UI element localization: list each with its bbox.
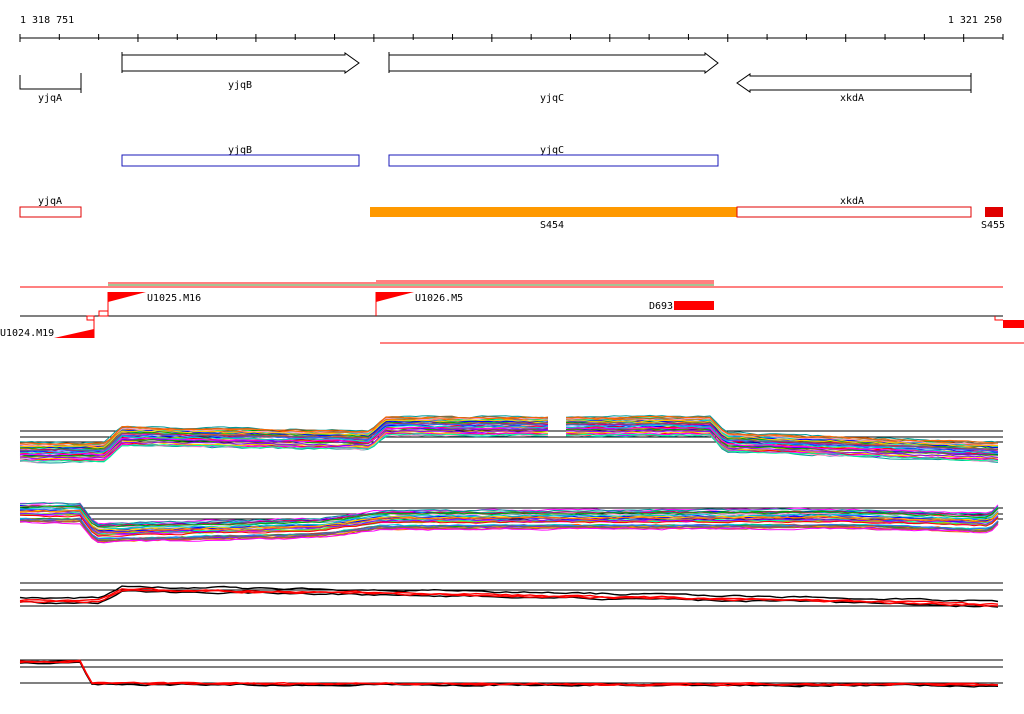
expression-panel-1-line xyxy=(19,421,549,452)
expression-panel-1-line xyxy=(19,419,549,449)
gene-yjqB[interactable]: yjqB xyxy=(121,52,360,91)
transcript-U1025-M16-label: U1025.M16 xyxy=(147,293,201,304)
terminator-U1024-icon xyxy=(86,315,95,321)
transcript-D693[interactable]: D693 xyxy=(649,301,714,312)
red-feature-yjqA[interactable]: yjqA xyxy=(19,196,82,218)
expression-panel-1-line xyxy=(565,419,999,447)
blue-feature-yjqB-label: yjqB xyxy=(228,145,252,156)
expression-panel-1-line xyxy=(565,422,999,451)
ruler-end-label: 1 321 250 xyxy=(948,15,1002,26)
gene-xkdA[interactable]: xkdA xyxy=(736,73,972,104)
terminator-right xyxy=(994,316,1024,328)
gene-yjqB-label: yjqB xyxy=(228,80,252,91)
expression-panel-1 xyxy=(19,414,1003,464)
red-feature-S454-label: S454 xyxy=(540,220,564,231)
expression-panel-3-line xyxy=(19,589,999,608)
gene-yjqC[interactable]: yjqC xyxy=(388,51,719,104)
expression-panel-2-line xyxy=(19,509,999,533)
expression-panel-3 xyxy=(19,582,1003,608)
red-feature-S455-label: S455 xyxy=(981,220,1005,231)
expression-panel-1-line xyxy=(19,423,549,453)
expression-panel-3-line xyxy=(19,589,999,607)
ruler-ticks xyxy=(19,34,1004,42)
terminator-U1025-icon xyxy=(98,310,109,317)
red-feature-yjqA-box xyxy=(19,206,82,218)
expression-panel-1-line xyxy=(19,433,549,463)
gene-xkdA-arrow xyxy=(736,73,972,93)
transcript-U1025-M16[interactable]: U1025.M16 xyxy=(98,292,201,317)
expression-panel-3-line xyxy=(19,585,999,603)
red-feature-S454-box xyxy=(370,207,737,217)
ruler-start-label: 1 318 751 xyxy=(20,15,74,26)
gene-yjqC-label: yjqC xyxy=(540,93,564,104)
expression-panel-2-line xyxy=(19,505,999,528)
transcript-U1024-M19[interactable]: U1024.M19 xyxy=(0,315,95,339)
expression-panel-1-line xyxy=(19,432,549,462)
transcript-D693-label: D693 xyxy=(649,301,673,312)
expression-panel-1-line xyxy=(565,433,999,462)
transcript-track: U1024.M19 U1025.M16 U1026.M5 D693 xyxy=(0,280,1024,344)
promoter-U1025-M16-icon xyxy=(108,292,146,302)
expression-panel-2-line xyxy=(19,509,999,531)
red-feature-yjqA-label: yjqA xyxy=(38,196,62,207)
expression-panel-2-line xyxy=(19,502,999,526)
expression-panel-2-line xyxy=(19,507,999,530)
expression-panel-4 xyxy=(19,659,1003,688)
gene-yjqB-arrow xyxy=(121,52,360,74)
expression-profiles xyxy=(19,414,1003,688)
expression-panel-1-line xyxy=(19,416,549,445)
gene-track: yjqA yjqB yjqC xkdA xyxy=(19,51,972,104)
red-feature-xkdA[interactable]: xkdA xyxy=(736,196,972,218)
blue-feature-yjqB[interactable]: yjqB xyxy=(121,145,360,167)
expression-panel-1-line xyxy=(565,426,999,454)
gene-yjqA-shape xyxy=(19,75,82,90)
transcript-U1026-M5[interactable]: U1026.M5 xyxy=(375,292,463,316)
expression-panel-1-line xyxy=(565,424,999,454)
expression-panel-4-line xyxy=(19,659,999,687)
blue-feature-yjqB-box xyxy=(121,154,360,167)
transcript-U1026-M5-label: U1026.M5 xyxy=(415,293,463,304)
gene-yjqA[interactable]: yjqA xyxy=(19,73,82,104)
expression-panel-1-line xyxy=(566,429,999,458)
expression-panel-2-line xyxy=(19,514,999,537)
expression-panel-1-line xyxy=(565,416,999,446)
blue-feature-yjqC-label: yjqC xyxy=(540,145,564,156)
red-feature-S454[interactable]: S454 xyxy=(370,207,737,231)
red-feature-S455[interactable]: S455 xyxy=(981,207,1005,231)
red-feature-xkdA-label: xkdA xyxy=(840,196,864,207)
expression-panel-1-line xyxy=(565,415,999,444)
promoter-U1026-M5-icon xyxy=(376,292,414,302)
expression-panel-2 xyxy=(19,502,1003,544)
gene-xkdA-label: xkdA xyxy=(840,93,864,104)
expression-panel-2-line xyxy=(20,512,999,535)
red-feature-track: yjqA S454 xkdA S455 xyxy=(19,196,1005,231)
gene-yjqC-arrow xyxy=(388,51,719,75)
gene-yjqA-label: yjqA xyxy=(38,93,62,104)
expression-panel-4-line xyxy=(19,660,999,687)
promoter-U1024-M19-icon xyxy=(54,329,94,338)
terminator-D693-box xyxy=(674,301,714,310)
red-feature-xkdA-box xyxy=(736,206,972,218)
terminator-right-box xyxy=(1003,320,1024,328)
blue-feature-yjqC-box xyxy=(388,154,719,167)
red-feature-S455-box xyxy=(985,207,1003,217)
expression-panel-2-line xyxy=(19,521,999,544)
expression-panel-1-line xyxy=(19,425,549,455)
terminator-right-icon xyxy=(994,316,1003,321)
blue-feature-track: yjqB yjqC xyxy=(121,145,719,167)
expression-panel-2-line xyxy=(20,518,999,542)
expression-panel-1-line xyxy=(19,429,549,459)
transcript-U1024-M19-label: U1024.M19 xyxy=(0,328,54,339)
blue-feature-yjqC[interactable]: yjqC xyxy=(388,145,719,167)
coordinate-ruler: 1 318 751 1 321 250 xyxy=(19,15,1004,42)
